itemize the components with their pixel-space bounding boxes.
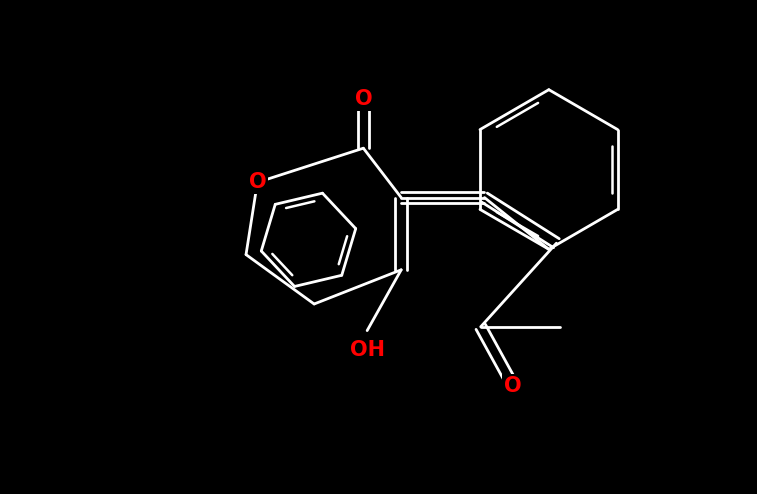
Text: OH: OH — [350, 339, 385, 360]
Text: O: O — [248, 172, 266, 192]
Text: O: O — [354, 89, 372, 109]
Text: O: O — [504, 376, 522, 396]
